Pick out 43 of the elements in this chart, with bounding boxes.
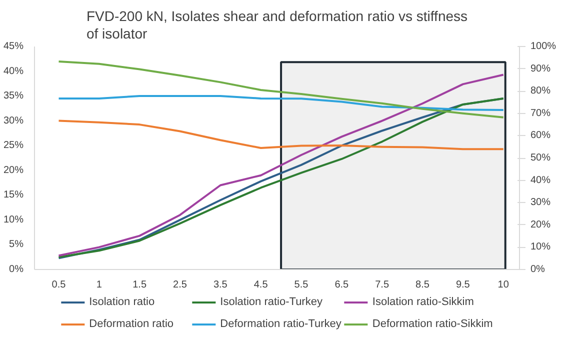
line-series [58, 95, 504, 112]
y-tick-label: 10% [3, 214, 24, 226]
x-tick-label: 6.5 [334, 280, 350, 290]
y2-tick-label: 90% [530, 63, 551, 74]
y-tick-label: 0% [9, 264, 24, 275]
y2-tick-label: 10% [530, 242, 551, 253]
y-tick-label: 15% [3, 190, 24, 201]
x-tick-label: 5.5 [294, 280, 309, 290]
x-tick-label: 3.5 [213, 280, 228, 290]
y2-tick-label: 0% [530, 264, 546, 275]
x-tick-label: 0.5 [52, 280, 66, 290]
x-tick-label: 4.5 [254, 280, 268, 290]
y-tick-label: 35% [3, 90, 24, 102]
line-series [58, 60, 504, 118]
legend-label: Isolation ratio-Sikkim [372, 296, 474, 308]
legend-label: Deformation ratio [89, 318, 175, 330]
y-tick-label: 25% [3, 140, 24, 152]
x-tick-label: 7.5 [375, 280, 390, 290]
x-tick-label: 1.5 [132, 280, 147, 290]
legend-label: Deformation ratio-Turkey [220, 318, 342, 330]
y2-tick-label: 60% [530, 130, 551, 142]
y2-tick-label: 30% [530, 197, 551, 208]
y2-tick-label: 50% [530, 152, 551, 164]
x-tick-label: 1 [96, 280, 102, 290]
y2-tick-label: 20% [530, 219, 551, 230]
x-tick-label: 2.5 [173, 280, 188, 290]
x-tick-label: 8.5 [416, 280, 430, 290]
y2-tick-label: 70% [530, 108, 551, 119]
legend-label: Deformation ratio-Sikkim [372, 318, 493, 330]
line-series [58, 120, 504, 150]
y-tick-label: 40% [3, 66, 24, 77]
y-tick-label: 20% [3, 164, 24, 176]
y-tick-label: 45% [3, 41, 24, 52]
y-tick-label: 5% [9, 239, 24, 250]
legend-label: Isolation ratio [89, 296, 156, 308]
legend-label: Isolation ratio-Turkey [220, 296, 322, 308]
y2-tick-label: 80% [530, 86, 551, 97]
x-tick-label: 10 [498, 280, 510, 290]
y-tick-label: 30% [3, 115, 24, 126]
y2-tick-label: 100% [530, 41, 556, 52]
x-tick-label: 9.5 [456, 280, 470, 290]
chart-title: FVD-200 kN, Isolates shear and deformation ratio vs stiffness of isolator [86, 8, 468, 42]
y2-tick-label: 40% [530, 174, 551, 186]
